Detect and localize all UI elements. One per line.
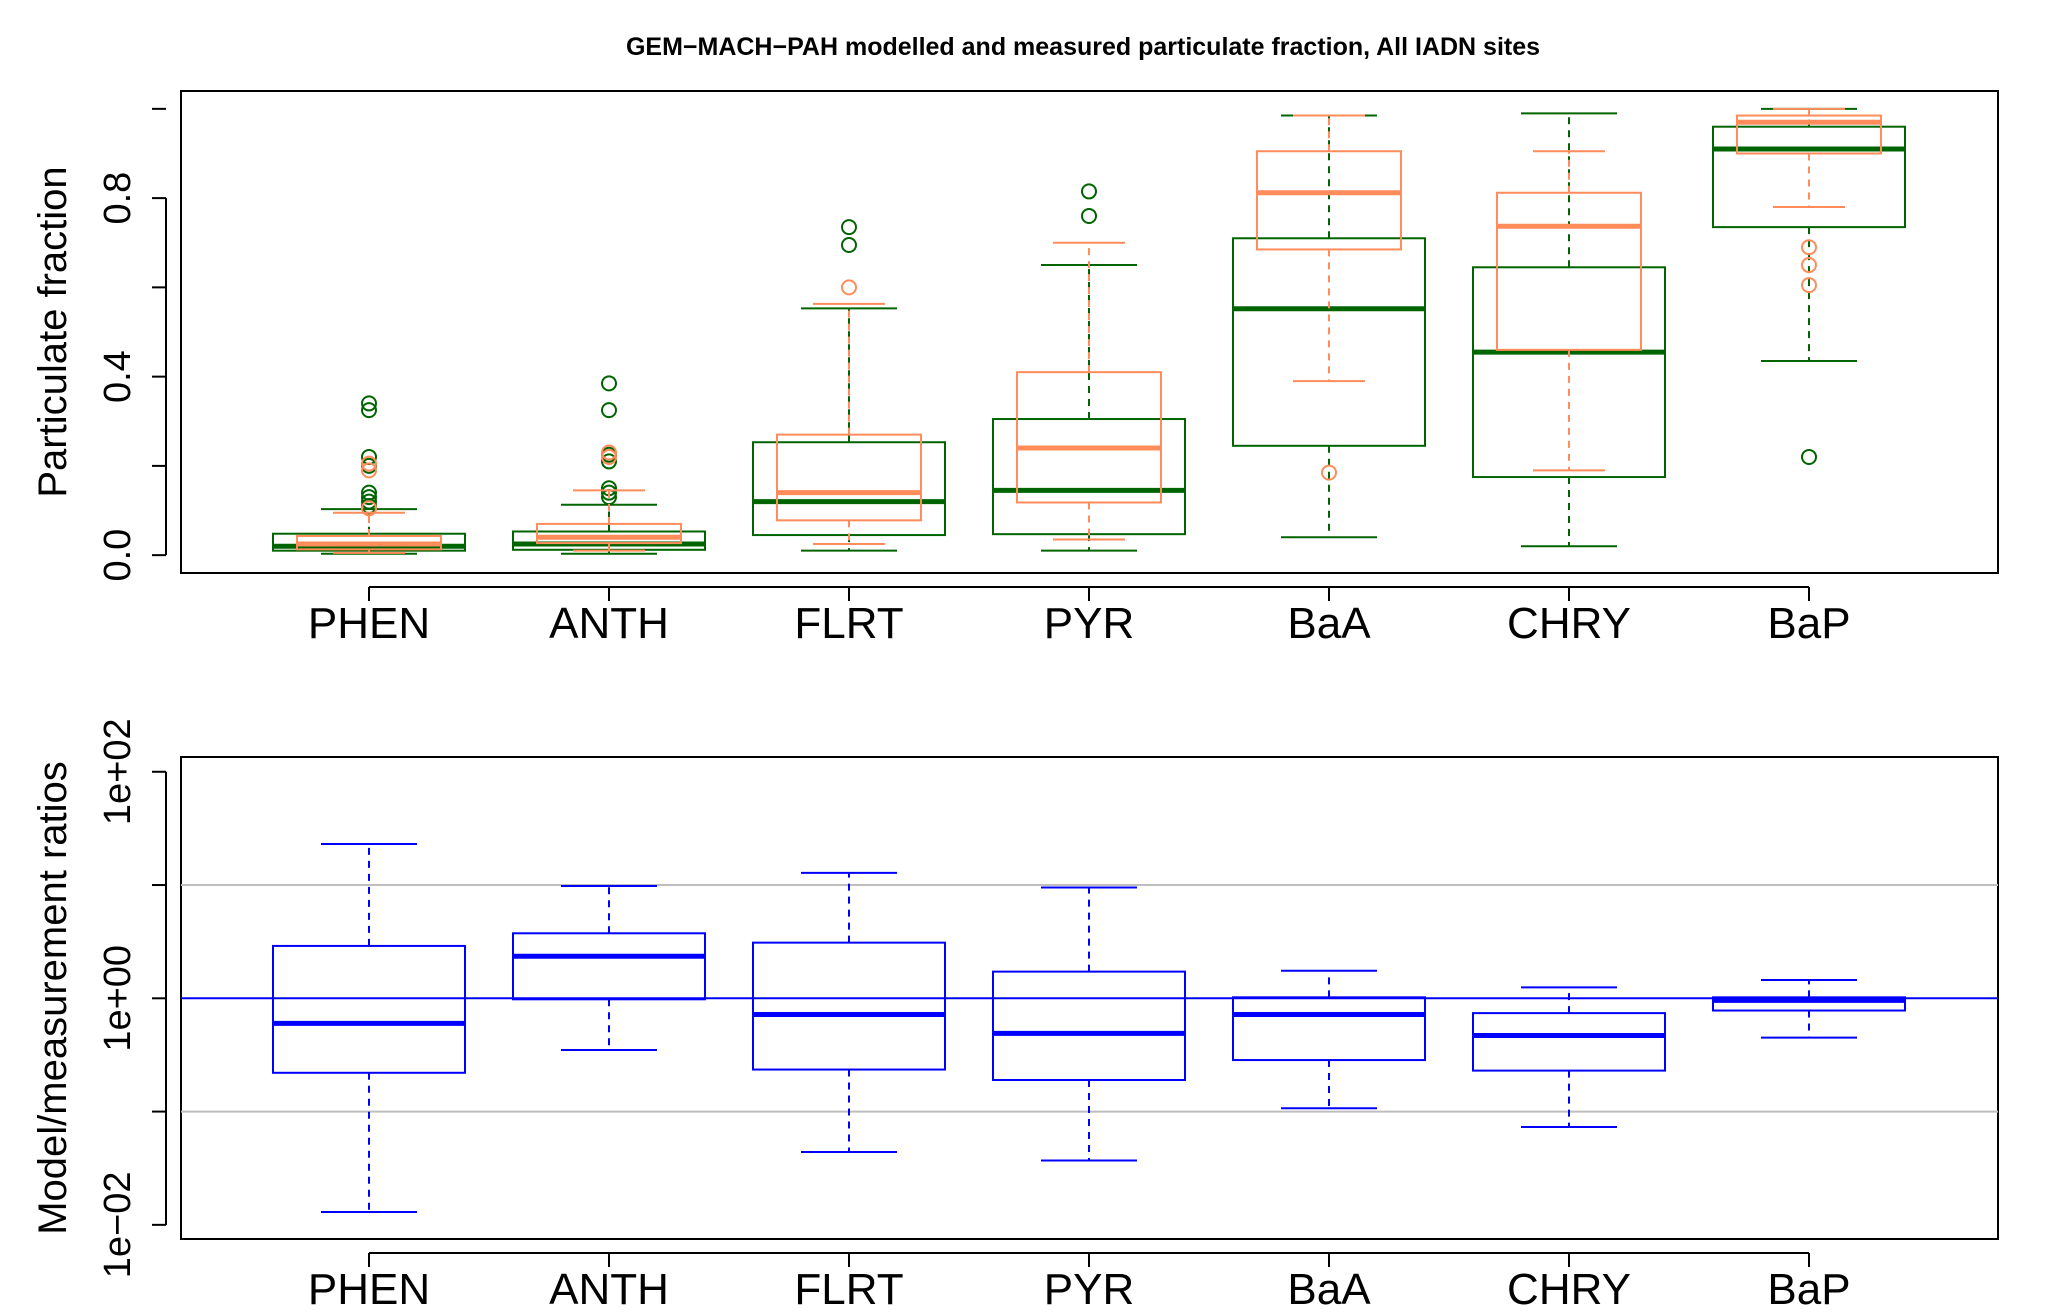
top-panel: Particulate fraction 0.0 0.4 0.8 PHEN ANTH F… xyxy=(31,90,1999,648)
bottom-box-ratio-PHEN xyxy=(272,843,466,1213)
iqr-box xyxy=(1016,371,1162,504)
top-box-measured-BaA xyxy=(1232,114,1426,539)
outlier-point xyxy=(361,493,377,510)
bottom-x-tick-label: CHRY xyxy=(1507,1265,1631,1314)
top-x-axis: PHEN ANTH FLRT PYR BaA CHRY BaP xyxy=(308,586,1851,648)
outlier-point xyxy=(1801,448,1817,465)
top-boxplots xyxy=(272,107,1906,555)
top-box-measured-ANTH xyxy=(512,375,706,555)
bottom-x-tick-label: BaA xyxy=(1287,1265,1371,1314)
top-y-tick-label: 0.0 xyxy=(97,529,139,582)
iqr-box xyxy=(776,433,922,522)
top-box-modelled-PHEN xyxy=(296,455,442,554)
outlier-point xyxy=(601,448,617,465)
iqr-box xyxy=(512,932,706,1001)
iqr-box xyxy=(752,941,946,1071)
iqr-box xyxy=(1232,237,1426,447)
outlier-point xyxy=(361,462,377,479)
bottom-box-ratio-FLRT xyxy=(752,871,946,1153)
bottom-y-axis-label: Model/measurement ratios xyxy=(31,761,75,1235)
outlier-point xyxy=(361,455,377,472)
bottom-x-tick-label: PHEN xyxy=(308,1265,430,1314)
top-x-tick-label: FLRT xyxy=(794,599,903,648)
top-y-tick-label: 0.4 xyxy=(97,350,139,403)
bottom-boxplots xyxy=(272,843,1906,1213)
outlier-point xyxy=(361,500,377,517)
outlier-point xyxy=(1801,239,1817,256)
outlier-point xyxy=(601,453,617,470)
iqr-box xyxy=(1712,996,1906,1012)
top-x-tick-label: BaA xyxy=(1287,599,1371,648)
bottom-y-tick-label: 1e+00 xyxy=(97,945,139,1052)
outlier-point xyxy=(1801,257,1817,274)
iqr-box xyxy=(1232,996,1426,1062)
chart-title: GEM−MACH−PAH modelled and measured parti… xyxy=(626,33,1540,61)
bottom-x-tick-label: ANTH xyxy=(549,1265,669,1314)
iqr-box xyxy=(1712,125,1906,229)
top-x-tick-label: PYR xyxy=(1044,599,1134,648)
bottom-panel: Model/measurement ratios 1e−02 1e+00 1e+02… xyxy=(31,718,1999,1314)
bottom-box-ratio-BaA xyxy=(1232,969,1426,1110)
bottom-box-ratio-ANTH xyxy=(512,885,706,1051)
bottom-box-ratio-BaP xyxy=(1712,979,1906,1039)
outlier-point xyxy=(1081,183,1097,200)
outlier-point xyxy=(601,375,617,392)
outlier-point xyxy=(1321,464,1337,481)
top-x-tick-label: CHRY xyxy=(1507,599,1631,648)
bottom-x-axis: PHEN ANTH FLRT PYR BaA CHRY BaP xyxy=(308,1252,1851,1314)
outlier-point xyxy=(601,402,617,419)
top-x-tick-label: BaP xyxy=(1767,599,1850,648)
top-x-tick-label: PHEN xyxy=(308,599,430,648)
iqr-box xyxy=(1736,114,1882,155)
outlier-point xyxy=(841,219,857,236)
iqr-box xyxy=(1496,191,1642,351)
top-box-measured-FLRT xyxy=(752,219,946,552)
top-y-axis-label: Particulate fraction xyxy=(31,166,75,497)
iqr-box xyxy=(1472,266,1666,479)
outlier-point xyxy=(841,279,857,296)
outlier-point xyxy=(361,395,377,412)
bottom-y-axis: 1e−02 1e+00 1e+02 xyxy=(97,718,167,1278)
bottom-box-ratio-PYR xyxy=(992,886,1186,1162)
top-y-axis: 0.0 0.4 0.8 xyxy=(97,107,167,582)
outlier-point xyxy=(361,402,377,419)
top-box-modelled-ANTH xyxy=(536,444,682,552)
top-box-modelled-BaP xyxy=(1736,107,1882,294)
iqr-box xyxy=(272,944,466,1074)
iqr-box xyxy=(1472,1012,1666,1072)
top-box-modelled-FLRT xyxy=(776,279,922,545)
iqr-box xyxy=(992,970,1186,1082)
top-box-modelled-PYR xyxy=(1016,241,1162,541)
bottom-x-tick-label: FLRT xyxy=(794,1265,903,1314)
top-box-modelled-CHRY xyxy=(1496,150,1642,472)
top-box-measured-BaP xyxy=(1712,107,1906,465)
top-box-modelled-BaA xyxy=(1256,114,1402,481)
bottom-x-tick-label: BaP xyxy=(1767,1265,1850,1314)
bottom-box-ratio-CHRY xyxy=(1472,986,1666,1129)
outlier-point xyxy=(601,444,617,461)
bottom-y-tick-label: 1e−02 xyxy=(97,1171,139,1278)
iqr-box xyxy=(1256,150,1402,251)
outlier-point xyxy=(601,484,617,501)
outlier-point xyxy=(841,236,857,253)
outlier-point xyxy=(1081,207,1097,224)
top-x-tick-label: ANTH xyxy=(549,599,669,648)
bottom-x-tick-label: PYR xyxy=(1044,1265,1134,1314)
bottom-y-tick-label: 1e+02 xyxy=(97,718,139,825)
top-plot-frame xyxy=(180,90,1999,574)
outlier-point xyxy=(361,489,377,506)
iqr-box xyxy=(536,522,682,545)
outlier-point xyxy=(1801,277,1817,294)
top-y-tick-label: 0.8 xyxy=(97,172,139,225)
